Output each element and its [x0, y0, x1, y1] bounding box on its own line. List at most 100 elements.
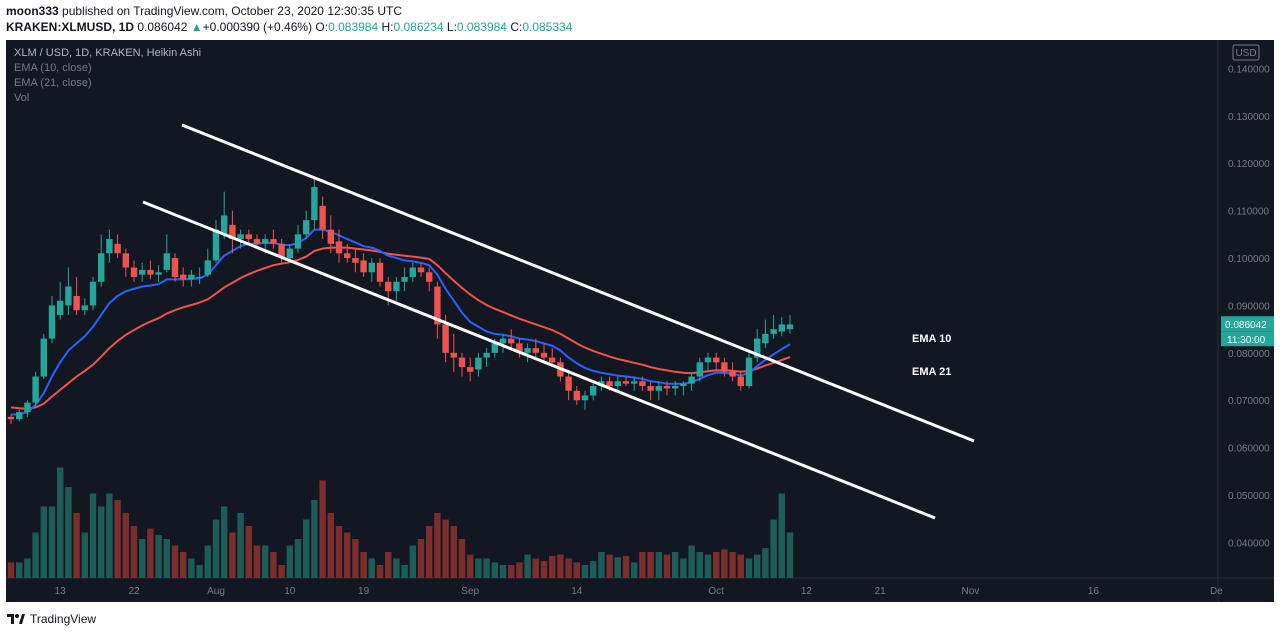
volume-bar: [196, 565, 203, 578]
candle-body: [401, 277, 408, 282]
volume-bar: [540, 561, 548, 578]
up-triangle-icon: ▲: [190, 20, 203, 34]
currency-badge: [1232, 44, 1260, 61]
candle-body: [147, 269, 154, 275]
candle-body: [352, 258, 359, 263]
legend-volume[interactable]: Vol: [14, 92, 30, 104]
volume-bar: [754, 554, 761, 578]
x-tick-label: Nov: [962, 586, 980, 597]
volume-bar: [647, 552, 654, 578]
legend-main-series[interactable]: XLM / USD, 1D, KRAKEN, Heikin Ashi: [14, 47, 202, 59]
x-tick-label: 16: [1088, 586, 1100, 597]
volume-bar: [401, 565, 408, 578]
volume-bar: [32, 532, 39, 578]
close-value: 0.085334: [522, 20, 573, 34]
publish-info: moon333 published on TradingView.com, Oc…: [6, 4, 402, 18]
candle-body: [344, 253, 351, 259]
candle-body: [139, 269, 146, 275]
chart-panel[interactable]: 0.040000 0.050000 0.060000 0.070000 0.080000…: [6, 40, 1274, 602]
volume-bar: [65, 487, 72, 578]
volume-bar: [360, 552, 367, 578]
volume-bar: [770, 519, 777, 578]
volume-bar: [409, 545, 416, 578]
legend-ema10[interactable]: EMA (10, close): [14, 62, 92, 74]
candle-body: [376, 262, 384, 282]
candle-body: [631, 381, 638, 384]
candle-body: [696, 362, 703, 377]
candle-body: [524, 348, 531, 353]
volume-bar: [16, 562, 23, 578]
candle-body: [245, 234, 252, 240]
candle-body: [171, 258, 179, 278]
candle-body: [680, 383, 687, 387]
volume-bar: [729, 552, 736, 578]
volume-bar: [778, 493, 785, 578]
volume-bar: [762, 548, 769, 578]
volume-bar: [483, 558, 490, 578]
volume-bar: [130, 526, 138, 578]
candle-body: [745, 357, 753, 387]
volume-bar: [688, 545, 695, 578]
volume-bar: [606, 554, 613, 578]
volume-bar: [663, 554, 671, 578]
legend-ema21[interactable]: EMA (21, close): [14, 77, 92, 89]
volume-bar: [434, 513, 441, 578]
open-value: 0.083984: [328, 20, 379, 34]
candle-body: [278, 243, 285, 259]
candle-body: [335, 241, 343, 254]
candle-body: [237, 234, 244, 240]
candle-body: [655, 386, 662, 391]
candle-body: [532, 348, 539, 353]
volume-bar: [212, 519, 220, 578]
x-tick-label: 19: [358, 586, 370, 597]
volume-bar: [467, 554, 474, 578]
high-value: 0.086234: [393, 20, 444, 34]
candle-body: [491, 343, 498, 353]
channel-upper-trendline: [181, 123, 975, 443]
volume-bar: [7, 562, 15, 578]
volume-bar: [319, 480, 326, 578]
candle-body: [786, 324, 794, 330]
candle-body: [442, 324, 449, 353]
x-tick-label: 13: [55, 586, 67, 597]
candle-body: [130, 267, 138, 278]
candle-body: [196, 277, 203, 279]
volume-bar: [385, 552, 392, 578]
y-tick-label: 0.050000: [1228, 491, 1270, 502]
volume-bar: [335, 526, 343, 578]
volume-bar: [294, 539, 302, 578]
volume-bar: [655, 552, 662, 578]
volume-bar: [680, 558, 687, 578]
volume-bar: [180, 552, 187, 578]
volume-bar: [516, 562, 523, 578]
candle-body: [294, 234, 302, 249]
volume-bar: [614, 557, 621, 578]
candle-body: [368, 262, 375, 273]
candle-body: [639, 381, 646, 387]
volume-bar: [590, 561, 597, 578]
candle-body: [688, 376, 695, 384]
countdown-tag: [1221, 331, 1274, 347]
volume-bar: [475, 558, 482, 578]
volume-bar: [188, 558, 195, 578]
volume-bar: [557, 554, 564, 578]
last-price-tag-label: 0.086042: [1225, 320, 1267, 331]
candle-body: [319, 205, 326, 230]
candle-body: [303, 220, 310, 235]
author-name[interactable]: moon333: [6, 4, 59, 18]
last-price: 0.086042: [137, 20, 188, 34]
volume-bar: [98, 506, 105, 578]
price-chart[interactable]: 0.040000 0.050000 0.060000 0.070000 0.080000…: [6, 40, 1274, 602]
candle-body: [155, 272, 162, 275]
candle-body: [499, 338, 507, 344]
open-label: O:: [315, 20, 329, 34]
volume-bar: [696, 552, 703, 578]
volume-bar: [48, 506, 56, 578]
ohlc-bar: KRAKEN:XLMUSD, 1D 0.086042 ▲+0.000390 (+…: [6, 20, 572, 34]
candle-body: [704, 357, 712, 363]
volume-bar: [704, 554, 712, 578]
candle-body: [647, 386, 654, 391]
candle-body: [663, 386, 671, 389]
volume-bar: [89, 493, 97, 578]
candle-body: [32, 376, 39, 403]
